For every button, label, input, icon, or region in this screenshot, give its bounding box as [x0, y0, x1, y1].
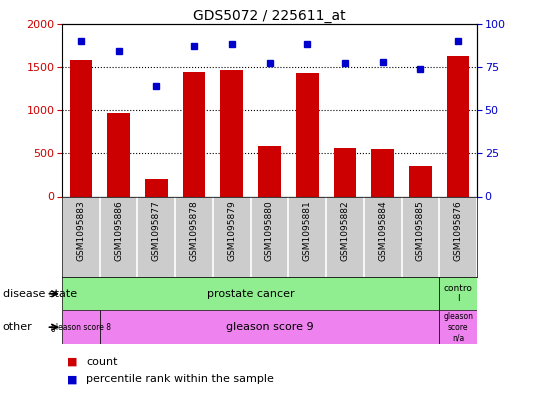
Text: percentile rank within the sample: percentile rank within the sample	[86, 374, 274, 384]
Bar	[447, 57, 469, 196]
Bar	[409, 166, 432, 196]
Bar	[371, 149, 394, 196]
Bar	[145, 179, 168, 196]
Text: count: count	[86, 356, 118, 367]
Bar	[258, 146, 281, 196]
Bar	[439, 310, 477, 344]
Text: GSM1095881: GSM1095881	[303, 200, 312, 261]
Bar	[439, 277, 477, 310]
Text: ■: ■	[67, 374, 78, 384]
Title: GDS5072 / 225611_at: GDS5072 / 225611_at	[193, 9, 346, 22]
Text: GSM1095879: GSM1095879	[227, 200, 236, 261]
Text: other: other	[3, 322, 32, 332]
Text: GSM1095877: GSM1095877	[152, 200, 161, 261]
Text: GSM1095882: GSM1095882	[341, 200, 349, 261]
Text: GSM1095886: GSM1095886	[114, 200, 123, 261]
Text: gleason score 9: gleason score 9	[226, 322, 313, 332]
Text: GSM1095876: GSM1095876	[454, 200, 462, 261]
Bar	[70, 60, 92, 196]
Text: gleason score 8: gleason score 8	[51, 323, 111, 332]
Text: gleason
score
n/a: gleason score n/a	[443, 312, 473, 342]
Bar	[100, 310, 439, 344]
Text: GSM1095885: GSM1095885	[416, 200, 425, 261]
Bar	[107, 114, 130, 196]
Bar	[220, 70, 243, 196]
Text: GSM1095884: GSM1095884	[378, 200, 387, 261]
Bar	[62, 310, 100, 344]
Text: disease state: disease state	[3, 289, 77, 299]
Text: ■: ■	[67, 356, 78, 367]
Bar	[334, 148, 356, 196]
Bar	[296, 73, 319, 196]
Text: contro
l: contro l	[444, 284, 473, 303]
Text: GSM1095880: GSM1095880	[265, 200, 274, 261]
Bar	[183, 72, 205, 196]
Text: prostate cancer: prostate cancer	[207, 289, 294, 299]
Text: GSM1095883: GSM1095883	[77, 200, 85, 261]
Text: GSM1095878: GSM1095878	[190, 200, 198, 261]
